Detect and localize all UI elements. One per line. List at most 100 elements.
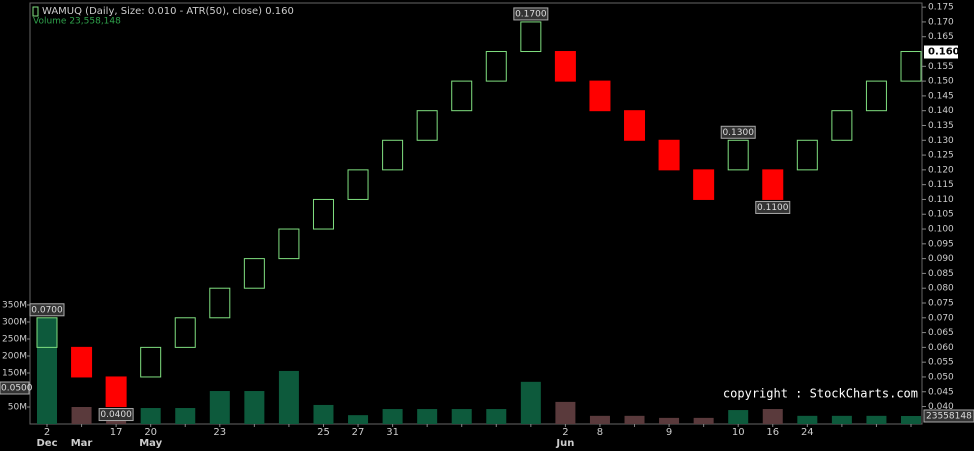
renko-brick xyxy=(589,80,611,112)
price-tag-bg xyxy=(98,408,134,422)
volume-bar xyxy=(555,401,576,424)
y-tick-label: 0.085 xyxy=(928,269,954,279)
x-month-label: Jun xyxy=(555,438,574,449)
last-price-bg xyxy=(924,45,958,59)
volume-bar xyxy=(175,408,196,424)
volume-bar xyxy=(520,381,541,424)
price-tag: 0.0400 xyxy=(100,410,132,420)
volume-bar xyxy=(244,391,265,424)
renko-brick xyxy=(796,139,818,171)
y-tick-label: 0.045 xyxy=(928,387,954,397)
volume-bar xyxy=(728,410,749,424)
y2-tick-label: 300M xyxy=(2,317,27,327)
volume-bar xyxy=(348,415,369,424)
volume-bar xyxy=(659,417,680,424)
renko-brick xyxy=(658,139,680,171)
price-tag: 0.1300 xyxy=(722,128,754,138)
y-tick-label: 0.060 xyxy=(928,343,954,353)
x-tick-label: 27 xyxy=(352,427,365,438)
left-price-tag: 0.0500 xyxy=(1,384,33,394)
renko-brick xyxy=(762,169,784,200)
volume-bar xyxy=(589,415,610,424)
y2-tick-label: 200M xyxy=(2,351,27,361)
volume-bar xyxy=(209,391,230,424)
renko-brick xyxy=(865,80,887,112)
y-tick-label: 0.115 xyxy=(928,180,954,190)
renko-brick xyxy=(36,317,58,348)
renko-brick xyxy=(624,110,646,141)
volume-bar xyxy=(451,409,472,424)
price-tag: 0.1100 xyxy=(757,203,789,213)
price-tag: 0.0700 xyxy=(31,305,63,315)
renko-brick xyxy=(485,51,507,82)
y-tick-label: 0.055 xyxy=(928,358,954,368)
x-tick-label: 24 xyxy=(801,427,814,438)
y-tick-label: 0.145 xyxy=(928,91,954,101)
renko-brick xyxy=(693,169,715,200)
y-tick-label: 0.070 xyxy=(928,313,954,323)
y-tick-label: 0.050 xyxy=(928,372,954,382)
y-tick-label: 0.105 xyxy=(928,210,954,220)
volume-bar xyxy=(624,415,645,424)
renko-brick xyxy=(727,139,749,171)
volume-bar xyxy=(866,415,887,424)
renko-brick xyxy=(416,110,438,141)
renko-brick xyxy=(278,228,300,260)
volume-bar xyxy=(831,415,852,424)
y2-tick-label: 50M xyxy=(8,402,27,412)
renko-brick xyxy=(174,317,196,348)
x-month-label: Dec xyxy=(36,438,57,449)
renko-brick xyxy=(140,346,162,378)
renko-brick xyxy=(71,346,93,378)
y-tick-label: 0.175 xyxy=(928,3,954,13)
y2-tick-label: 150M xyxy=(2,368,27,378)
renko-brick xyxy=(900,51,922,82)
renko-brick xyxy=(209,287,231,319)
renko-brick xyxy=(312,198,334,230)
price-tag: 0.1700 xyxy=(515,9,547,19)
x-tick-label: 9 xyxy=(666,427,672,438)
volume-bar xyxy=(693,417,714,424)
y-tick-label: 0.095 xyxy=(928,239,954,249)
y-tick-label: 0.100 xyxy=(928,225,954,235)
volume-bar xyxy=(797,415,818,424)
renko-brick xyxy=(243,258,265,289)
volume-bar xyxy=(313,404,334,424)
last-volume: 23558148 xyxy=(926,411,972,421)
x-tick-label: 2 xyxy=(44,427,50,438)
y-tick-label: 0.165 xyxy=(928,32,954,42)
y-tick-label: 0.080 xyxy=(928,284,954,294)
x-month-label: May xyxy=(139,438,162,449)
y-tick-label: 0.065 xyxy=(928,328,954,338)
y-tick-label: 0.120 xyxy=(928,165,954,175)
renko-brick xyxy=(382,139,404,171)
volume-bar xyxy=(417,409,438,424)
price-tag-bg xyxy=(720,125,756,139)
x-tick-label: 20 xyxy=(144,427,157,438)
x-tick-label: 23 xyxy=(213,427,226,438)
volume-bar xyxy=(37,317,57,424)
volume-bar xyxy=(901,415,921,424)
volume-bar xyxy=(382,409,403,424)
renko-brick xyxy=(520,21,542,53)
last-volume-bg xyxy=(923,409,974,423)
x-tick-label: 17 xyxy=(110,427,123,438)
x-tick-label: 10 xyxy=(732,427,745,438)
x-tick-label: 16 xyxy=(766,427,779,438)
y-tick-label: 0.140 xyxy=(928,106,954,116)
y-tick-label: 0.075 xyxy=(928,298,954,308)
renko-brick xyxy=(451,80,473,112)
renko-brick xyxy=(105,376,127,408)
y-tick-label: 0.040 xyxy=(928,402,954,412)
last-price: 0.160 xyxy=(928,47,960,58)
y-tick-label: 0.130 xyxy=(928,136,954,146)
renko-brick xyxy=(831,110,853,141)
renko-icon xyxy=(32,6,39,17)
x-tick-label: 31 xyxy=(386,427,399,438)
volume-title: Volume 23,558,148 xyxy=(33,17,121,27)
y2-tick-label: 350M xyxy=(2,300,27,310)
renko-brick xyxy=(347,169,369,200)
y-tick-label: 0.135 xyxy=(928,121,954,131)
y-tick-label: 0.150 xyxy=(928,77,954,87)
